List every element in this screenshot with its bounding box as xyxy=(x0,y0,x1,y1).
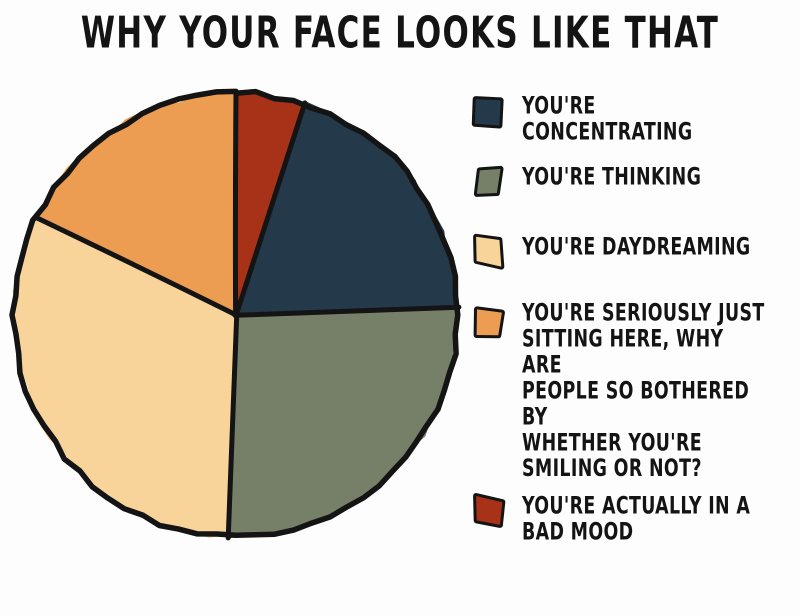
legend-swatch-icon xyxy=(473,165,504,197)
legend-item[interactable]: YOU'RE CONCENTRATING xyxy=(466,93,800,146)
legend-item-label: YOU'RE THINKING xyxy=(522,163,702,191)
pie-chart xyxy=(9,88,462,541)
legend-swatch-icon xyxy=(471,96,504,129)
pie-slice-group xyxy=(9,88,462,541)
legend-item-label: YOU'RE ACTUALLY IN A BAD MOOD xyxy=(522,493,751,546)
pie-chart-svg xyxy=(9,88,462,541)
pie-divider xyxy=(232,304,462,318)
legend-swatch-icon xyxy=(473,306,505,339)
legend-item-label: YOU'RE DAYDREAMING xyxy=(522,233,751,261)
pie-divider xyxy=(232,89,239,317)
pie-slice xyxy=(227,306,460,539)
legend-swatch xyxy=(470,304,510,344)
legend-swatch xyxy=(470,162,510,202)
legend-item[interactable]: YOU'RE ACTUALLY IN A BAD MOOD xyxy=(466,493,800,546)
legend-swatch-icon xyxy=(473,493,506,528)
legend-item-label: YOU'RE CONCENTRATING xyxy=(522,93,693,146)
legend-item-label: YOU'RE SERIOUSLY JUST SITTING HERE, WHY … xyxy=(522,300,765,483)
legend-item[interactable]: YOU'RE SERIOUSLY JUST SITTING HERE, WHY … xyxy=(466,301,800,482)
pie-divider xyxy=(33,214,238,317)
legend-swatch-icon xyxy=(473,233,505,270)
legend-item[interactable]: YOU'RE THINKING xyxy=(466,163,800,200)
page-title: WHY YOUR FACE LOOKS LIKE THAT xyxy=(80,8,720,59)
pie-divider xyxy=(225,313,240,541)
pie-divider xyxy=(234,100,308,317)
legend-swatch xyxy=(470,492,510,532)
legend-swatch xyxy=(470,92,510,132)
legend-item[interactable]: YOU'RE DAYDREAMING xyxy=(466,233,800,270)
legend-swatch xyxy=(470,232,510,272)
